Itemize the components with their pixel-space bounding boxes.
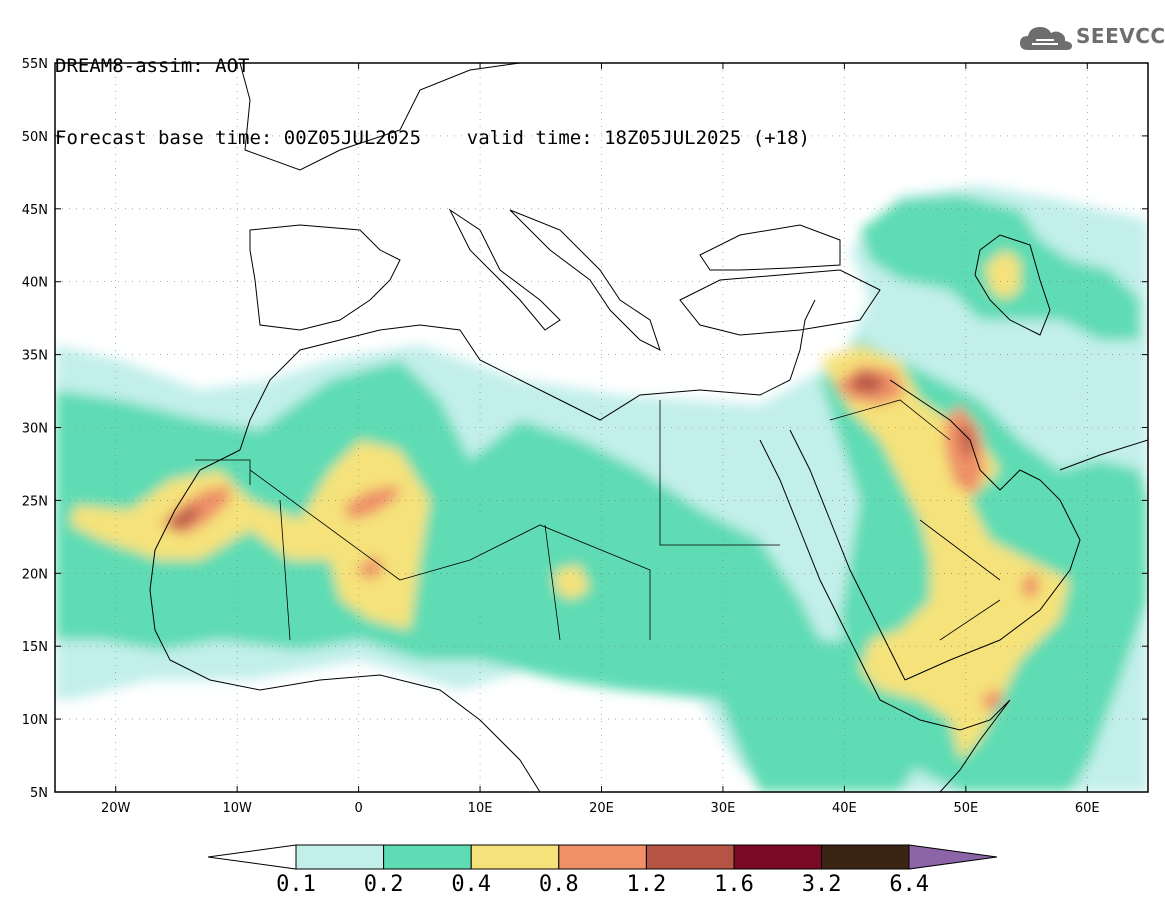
colorbar-bin-5	[645, 844, 735, 870]
longitude-label: 20E	[589, 801, 614, 816]
latitude-label: 5N	[30, 786, 48, 801]
longitude-label: 10W	[222, 801, 252, 816]
colorbar-bin-7	[821, 844, 910, 870]
latitude-label: 40N	[22, 276, 48, 291]
coastline-caspian	[974, 234, 1051, 336]
seevccc-logo: SEEVCCC	[1018, 20, 1165, 56]
aot-band-0-4-sahara	[70, 440, 430, 630]
colorbar	[207, 844, 998, 870]
coastline-turkey	[679, 269, 881, 336]
title-line-1: DREAM8-assim: AOT	[55, 55, 250, 77]
aot-band-0-4-arabia	[820, 345, 1070, 760]
aot-band-0-8-mali	[355, 555, 385, 580]
aot-band-1-2-mauritania	[165, 505, 200, 530]
colorbar-labels: 0.1 0.2 0.4 0.8 1.2 1.6 3.2 6.4	[276, 872, 929, 897]
latitude-label: 15N	[22, 640, 48, 655]
colorbar-label: 1.6	[714, 872, 754, 897]
coastline-red-sea-east	[789, 429, 906, 681]
coastline-europe-north	[239, 63, 521, 171]
longitude-label: 20W	[101, 801, 131, 816]
colorbar-over-arrow	[908, 844, 998, 870]
colorbar-label: 0.2	[364, 872, 404, 897]
longitude-label: 10E	[468, 801, 493, 816]
latitude-label: 35N	[22, 349, 48, 364]
title-line-2: Forecast base time: 00Z05JUL2025 valid t…	[55, 127, 810, 149]
colorbar-label: 3.2	[802, 872, 842, 897]
coastline-horn	[879, 699, 1011, 792]
colorbar-label: 0.1	[276, 872, 316, 897]
border-lines	[195, 399, 1001, 641]
aot-band-1-2-iraq	[848, 372, 885, 392]
coastline-red-sea-west	[759, 439, 881, 701]
coastline-west-africa	[149, 449, 541, 792]
latitude-label: 30N	[22, 422, 48, 437]
coastline-iberia	[249, 224, 401, 331]
aot-band-0-4-caspian	[985, 250, 1020, 300]
coastline-black-sea	[699, 224, 841, 271]
latitude-label: 45N	[22, 203, 48, 218]
aot-band-0-8-somalia	[980, 688, 1005, 712]
colorbar-bin-1	[295, 844, 385, 870]
longitude-label: 40E	[832, 801, 857, 816]
colorbar-bin-2	[383, 844, 472, 870]
colorbar-bin-4	[558, 844, 647, 870]
colorbar-label: 6.4	[889, 872, 929, 897]
longitude-label: 30E	[711, 801, 736, 816]
latitude-labels: 55N 50N 45N 40N 35N 30N 25N 20N 15N 10N 5N	[22, 57, 1148, 801]
cloud-logo-icon	[1020, 27, 1072, 50]
coastline-iran	[1059, 439, 1148, 471]
aot-band-1-2-gulf	[958, 425, 975, 458]
coastline-italy	[448, 208, 561, 331]
map-title: DREAM8-assim: AOT Forecast base time: 00…	[55, 6, 810, 174]
colorbar-label: 0.4	[451, 872, 491, 897]
longitude-label: 0	[354, 801, 362, 816]
colorbar-bin-6	[733, 844, 823, 870]
longitude-label: 60E	[1075, 801, 1100, 816]
latitude-label: 10N	[22, 713, 48, 728]
coastlines	[149, 63, 1148, 792]
aot-field	[55, 185, 1148, 792]
coastline-levant	[789, 299, 816, 381]
graticule	[55, 62, 1148, 793]
coastline-balkans	[509, 209, 661, 351]
colorbar-bin-3	[470, 844, 560, 870]
latitude-label: 55N	[22, 57, 48, 72]
aot-band-0-4-chad	[555, 565, 590, 600]
logo-text: SEEVCCC	[1076, 24, 1165, 48]
coastline-arabia	[889, 379, 1081, 681]
colorbar-label: 0.8	[539, 872, 579, 897]
aot-band-0-8-oman	[1020, 570, 1040, 600]
longitude-labels: 20W 10W 0 10E 20E 30E 40E 50E 60E	[101, 63, 1100, 816]
longitude-label: 50E	[953, 801, 978, 816]
latitude-label: 50N	[22, 130, 48, 145]
colorbar-label: 1.2	[627, 872, 667, 897]
colorbar-under-arrow	[207, 844, 297, 870]
latitude-label: 25N	[22, 494, 48, 509]
latitude-label: 20N	[22, 567, 48, 582]
aot-band-0-2-west	[55, 360, 920, 792]
coastline-north-africa	[239, 324, 791, 451]
